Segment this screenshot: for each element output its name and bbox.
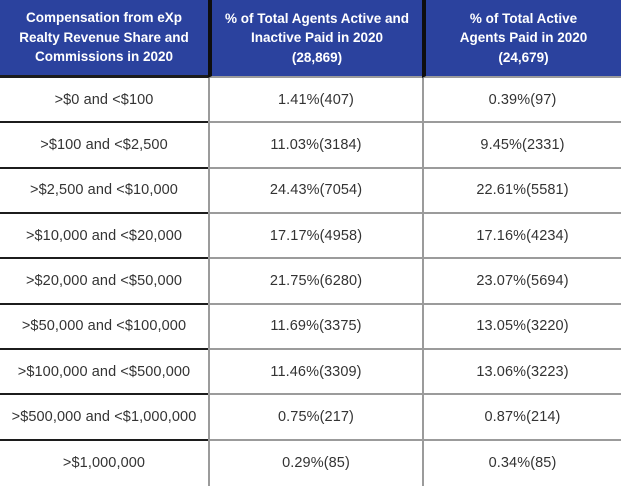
header-line: (28,869) — [291, 49, 343, 65]
table-row: >$100,000 and <$500,000 11.46%(3309) 13.06… — [0, 349, 621, 396]
table-row: >$100 and <$2,500 11.03%(3184) 9.45%(2331) — [0, 123, 621, 169]
row-label-cell: >$20,000 and <$50,000 — [0, 259, 208, 305]
value-cell: 0.29%(85) — [208, 440, 422, 486]
row-label-cell: >$10,000 and <$20,000 — [0, 214, 208, 260]
table-row: >$20,000 and <$50,000 21.75%(6280) 23.07%(… — [0, 259, 621, 305]
value-cell: 0.75%(217) — [208, 395, 422, 441]
value-cell: 9.45%(2331) — [422, 123, 621, 169]
value-cell: 13.06%(3223) — [422, 349, 621, 396]
value-cell: 11.46%(3309) — [208, 349, 422, 396]
value-cell: 17.17%(4958) — [208, 213, 422, 260]
value-cell: 22.61%(5581) — [422, 168, 621, 214]
table-row: >$0 and <$100 1.41%(407) 0.39%(97) — [0, 78, 621, 124]
table-row: >$50,000 and <$100,000 11.69%(3375) 13.05%… — [0, 304, 621, 350]
value-cell: 1.41%(407) — [208, 78, 422, 124]
row-label-cell: >$2,500 and <$10,000 — [0, 169, 208, 214]
header-cell-total-active-agents: % of Total Active Agents Paid in 2020 (24,… — [422, 0, 621, 78]
header-line: Agents Paid in 2020 — [459, 30, 588, 46]
row-label-cell: >$50,000 and <$100,000 — [0, 305, 208, 350]
table-row: >$500,000 and <$1,000,000 0.75%(217) 0.87%… — [0, 395, 621, 441]
table-body: >$0 and <$100 1.41%(407) 0.39%(97) >$100 an… — [0, 78, 621, 486]
value-cell: 23.07%(5694) — [422, 259, 621, 305]
header-line: % of Total Active — [469, 10, 578, 26]
table-header-row: Compensation from eXp Realty Revenue Shar… — [0, 0, 621, 78]
header-line: Inactive Paid in 2020 — [250, 30, 384, 46]
header-line: % of Total Agents Active and — [224, 10, 410, 26]
row-label-cell: >$100 and <$2,500 — [0, 123, 208, 169]
table-row: >$2,500 and <$10,000 24.43%(7054) 22.61%(5… — [0, 168, 621, 214]
header-line: Compensation from eXp — [25, 10, 182, 26]
value-cell: 24.43%(7054) — [208, 168, 422, 214]
header-cell-compensation: Compensation from eXp Realty Revenue Shar… — [0, 0, 208, 78]
value-cell: 0.34%(85) — [422, 440, 621, 486]
value-cell: 21.75%(6280) — [208, 259, 422, 305]
table-row: >$1,000,000 0.29%(85) 0.34%(85) — [0, 440, 621, 486]
row-label-cell: >$0 and <$100 — [0, 78, 208, 124]
header-line: Commissions in 2020 — [34, 49, 174, 65]
row-label-cell: >$500,000 and <$1,000,000 — [0, 395, 208, 441]
value-cell: 17.16%(4234) — [422, 213, 621, 260]
value-cell: 0.87%(214) — [422, 395, 621, 441]
row-label-cell: >$1,000,000 — [62, 455, 146, 472]
header-line: Realty Revenue Share and — [19, 29, 189, 45]
row-label-cell: >$100,000 and <$500,000 — [0, 350, 208, 396]
header-line: (24,679) — [498, 49, 549, 65]
value-cell: 13.05%(3220) — [422, 304, 621, 350]
value-cell: 0.39%(97) — [422, 78, 621, 124]
value-cell: 11.03%(3184) — [208, 123, 422, 169]
header-cell-total-agents-active-inactive: % of Total Agents Active and Inactive Pai… — [208, 0, 422, 78]
value-cell: 11.69%(3375) — [208, 304, 422, 350]
table-row: >$10,000 and <$20,000 17.17%(4958) 17.16%(… — [0, 213, 621, 260]
